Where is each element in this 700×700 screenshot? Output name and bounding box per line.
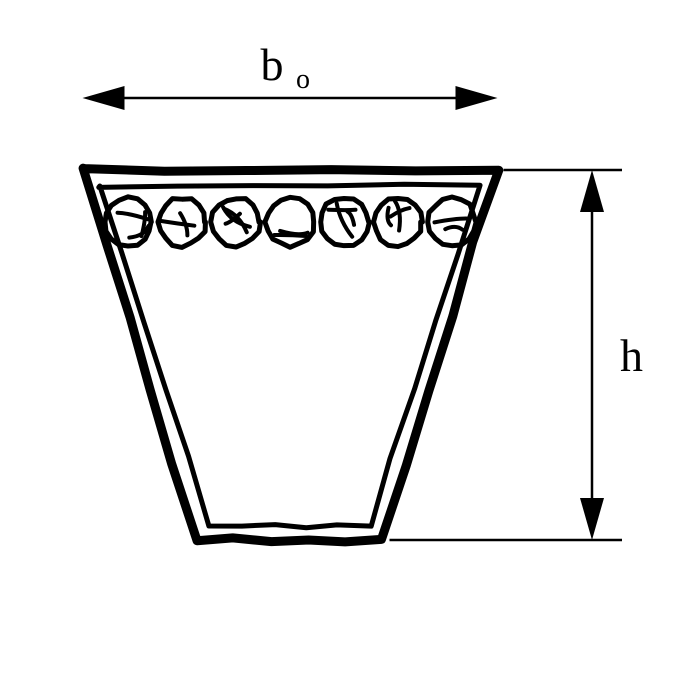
arrowhead-left-icon	[83, 86, 125, 110]
arrowhead-right-icon	[456, 86, 498, 110]
dimension-width-label: b	[261, 39, 284, 90]
dimension-width-subscript: o	[296, 64, 310, 95]
cord-circle	[265, 197, 314, 247]
dimension-width: bo	[83, 39, 498, 110]
vbelt-cross-section-diagram: bo h	[0, 0, 700, 700]
cord-texture	[445, 227, 462, 230]
cord-texture	[348, 212, 355, 225]
arrowhead-down-icon	[580, 498, 604, 540]
cord-texture	[161, 221, 194, 226]
arrowhead-up-icon	[580, 170, 604, 212]
cord-texture	[395, 201, 400, 230]
cord-texture	[435, 219, 468, 223]
belt-cords	[105, 197, 476, 248]
cord-texture	[274, 235, 306, 236]
dimension-height-label: h	[620, 330, 643, 381]
